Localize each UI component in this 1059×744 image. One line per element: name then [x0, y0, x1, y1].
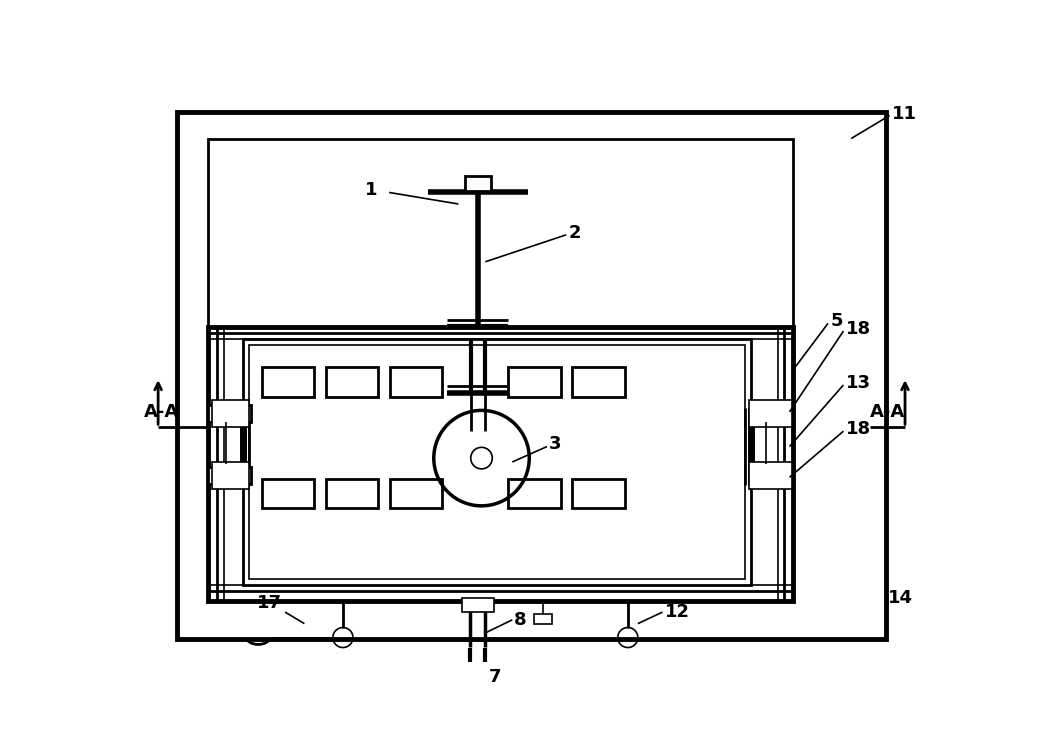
Bar	[209, 405, 251, 422]
Text: A-A: A-A	[144, 403, 180, 421]
Text: 13: 13	[846, 373, 870, 391]
Bar	[212, 400, 249, 427]
Bar	[177, 112, 885, 639]
Text: 7: 7	[489, 668, 502, 686]
Bar	[209, 327, 793, 600]
Text: 11: 11	[892, 105, 917, 123]
Bar	[390, 479, 443, 508]
Bar	[326, 368, 378, 397]
Bar	[262, 479, 315, 508]
Bar	[751, 466, 790, 484]
Text: 18: 18	[846, 420, 870, 438]
Bar	[249, 345, 744, 579]
Bar	[572, 479, 625, 508]
Bar	[508, 368, 561, 397]
Bar	[462, 598, 493, 612]
Bar	[390, 368, 443, 397]
Bar	[326, 479, 378, 508]
Text: 14: 14	[889, 589, 913, 607]
Bar	[209, 138, 793, 327]
Bar	[209, 466, 251, 484]
Text: 18: 18	[846, 320, 870, 338]
Text: 5: 5	[830, 312, 843, 330]
Text: 3: 3	[550, 435, 561, 453]
Bar	[572, 368, 625, 397]
Text: 17: 17	[257, 594, 283, 612]
Text: 2: 2	[569, 224, 581, 243]
Text: A-A: A-A	[870, 403, 905, 421]
Bar	[465, 176, 490, 191]
Bar	[243, 339, 751, 586]
Text: 8: 8	[514, 611, 526, 629]
Bar	[212, 462, 249, 489]
Text: 12: 12	[665, 603, 689, 621]
Bar	[508, 479, 561, 508]
Text: 1: 1	[365, 181, 378, 199]
Bar	[262, 368, 315, 397]
Bar	[751, 405, 790, 422]
Bar	[750, 462, 792, 489]
Bar	[750, 400, 792, 427]
Bar	[534, 615, 553, 623]
